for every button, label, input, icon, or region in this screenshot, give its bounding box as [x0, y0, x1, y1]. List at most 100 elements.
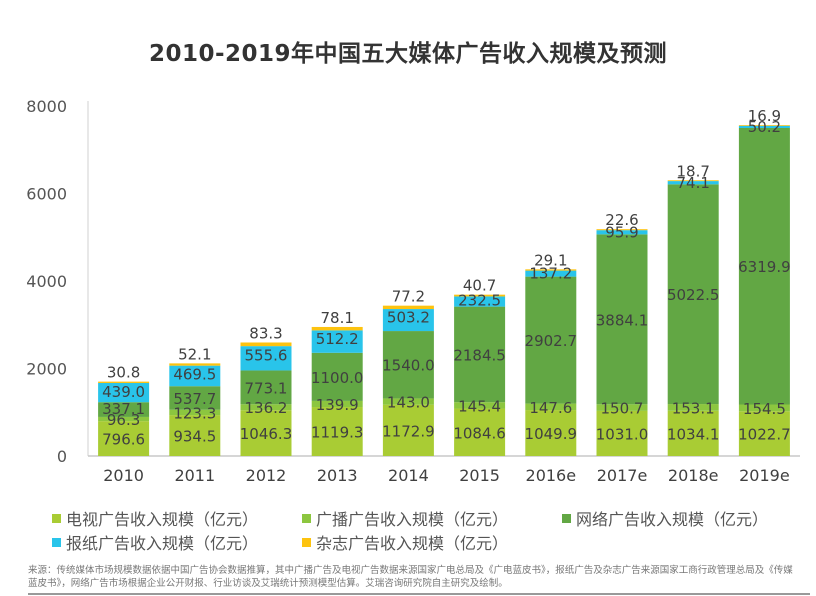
- bar-segment: [596, 234, 648, 405]
- bar-segment: [596, 230, 648, 235]
- bar-segment: [311, 400, 363, 408]
- bar-segment: [454, 402, 506, 409]
- data-label: 469.5: [173, 366, 216, 384]
- bar-segment: [382, 404, 434, 456]
- bar-segment: [382, 331, 434, 399]
- data-label: 83.3: [249, 324, 282, 342]
- data-label: 147.6: [529, 399, 572, 417]
- data-label: 137.2: [529, 264, 572, 282]
- data-label: 145.4: [458, 397, 501, 415]
- bar-segment: [169, 386, 221, 410]
- bar-segment: [240, 370, 292, 405]
- x-tick-label: 2013: [317, 466, 358, 485]
- bar-segment: [525, 403, 577, 411]
- bar-segment: [169, 409, 221, 416]
- bottom-divider: [28, 593, 810, 595]
- data-label: 1100.0: [311, 369, 364, 387]
- legend-item-internet: 网络广告收入规模（亿元）: [562, 506, 768, 530]
- data-label: 503.2: [387, 309, 430, 327]
- bar-segment: [667, 181, 719, 185]
- bar-segment: [98, 421, 150, 456]
- data-label: 1031.0: [596, 425, 649, 443]
- data-label: 232.5: [458, 292, 501, 310]
- data-label: 136.2: [245, 399, 288, 417]
- legend-item-magazine: 杂志广告收入规模（亿元）: [302, 530, 508, 554]
- y-tick-label: 2000: [26, 360, 67, 379]
- data-label: 18.7: [676, 162, 709, 180]
- data-label: 139.9: [316, 396, 359, 414]
- bar-segment: [738, 128, 790, 405]
- data-label: 16.9: [748, 107, 781, 125]
- stacked-bar-chart: 0 2000 4000 6000 8000 796.6 96.3337.1439.030.8…: [26, 97, 800, 485]
- bar-segment: [240, 342, 292, 347]
- x-tick-label: 2017e: [597, 466, 648, 485]
- legend-item-radio: 广播广告收入规模（亿元）: [302, 506, 508, 530]
- bar-segment: [454, 294, 506, 297]
- bar-segment: [738, 125, 790, 126]
- data-label: 154.5: [743, 400, 786, 418]
- y-tick-label: 4000: [26, 272, 67, 291]
- x-tick-label: 2019e: [739, 466, 790, 485]
- bar-segment: [382, 309, 434, 332]
- bar-segment: [98, 381, 150, 383]
- bar-segment: [738, 125, 790, 129]
- bar-segment: [738, 411, 790, 456]
- x-tick-label: 2015: [459, 466, 500, 485]
- bar-segment: [525, 270, 577, 277]
- legend-item-tv: 电视广告收入规模（亿元）: [52, 506, 258, 530]
- data-label: 1034.1: [667, 425, 720, 443]
- bar-segment: [667, 410, 719, 456]
- data-label: 77.2: [392, 288, 425, 306]
- bar-segment: [454, 296, 506, 307]
- data-label: 1119.3: [311, 424, 364, 442]
- bar-segment: [596, 410, 648, 456]
- bar-segment: [98, 382, 150, 403]
- bar-segment: [311, 407, 363, 456]
- bar-segment: [525, 269, 577, 271]
- data-label: 537.7: [173, 390, 216, 408]
- data-label: 773.1: [245, 379, 288, 397]
- data-label: 74.1: [676, 174, 709, 192]
- bar-segment: [240, 346, 292, 371]
- bar-segment: [311, 330, 363, 353]
- bar-segment: [311, 326, 363, 331]
- legend-swatch: [562, 513, 571, 523]
- data-label: 337.1: [102, 400, 145, 418]
- source-note: 来源：传统媒体市场规模数据依据中国广告协会数据推算，其中广播广告及电视广告数据来…: [28, 565, 793, 589]
- bar-segment: [454, 306, 506, 403]
- bar-segment: [667, 180, 719, 182]
- bar-segment: [169, 365, 221, 387]
- legend-swatch: [302, 513, 311, 523]
- bar-segment: [454, 408, 506, 456]
- x-tick-label: 2016e: [526, 466, 577, 485]
- x-tick-label: 2012: [246, 466, 287, 485]
- data-label: 96.3: [107, 411, 140, 429]
- data-label: 1540.0: [382, 357, 435, 375]
- data-label: 1046.3: [240, 425, 293, 443]
- data-label: 78.1: [320, 309, 353, 327]
- bar-segment: [98, 416, 150, 422]
- data-label: 512.2: [316, 330, 359, 348]
- data-label: 439.0: [102, 383, 145, 401]
- bar-segment: [596, 229, 648, 231]
- x-tick-label: 2011: [174, 466, 215, 485]
- data-label: 2184.5: [453, 346, 506, 364]
- data-label: 22.6: [605, 211, 638, 229]
- data-label: 2902.7: [525, 332, 578, 350]
- bar-segment: [382, 398, 434, 405]
- data-label: 143.0: [387, 394, 430, 412]
- data-label: 150.7: [601, 400, 644, 418]
- data-label: 95.9: [605, 223, 638, 241]
- legend-swatch: [302, 537, 311, 547]
- x-tick-label: 2010: [103, 466, 144, 485]
- data-label: 29.1: [534, 251, 567, 269]
- data-label: 50.2: [748, 118, 781, 136]
- bar-segment: [667, 184, 719, 405]
- data-label: 555.6: [245, 347, 288, 365]
- bar-segment: [98, 402, 150, 417]
- x-tick-label: 2018e: [668, 466, 719, 485]
- bar-segment: [667, 404, 719, 411]
- data-label: 796.6: [102, 431, 145, 449]
- bar-segment: [169, 363, 221, 366]
- data-label: 1022.7: [738, 426, 791, 444]
